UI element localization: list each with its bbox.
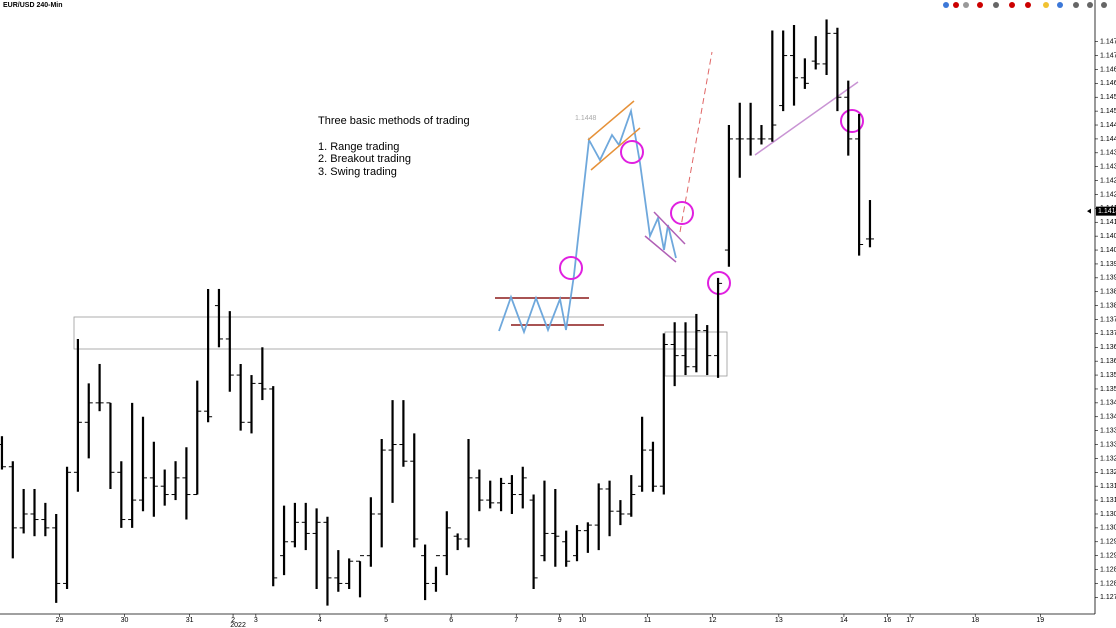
y-tick-label: 1.1355 (1100, 372, 1116, 379)
y-tick-label: 1.1290 (1100, 552, 1116, 559)
y-tick-label: 1.1350 (1100, 386, 1116, 393)
x-tick-label: 7 (514, 617, 518, 624)
tool-icon[interactable] (953, 2, 959, 8)
flag-bottom (644, 235, 677, 263)
schematic-path (498, 107, 677, 335)
x-tick-label: 11 (644, 617, 651, 624)
x-tick-label: 18 (971, 617, 979, 624)
x-tick-label: 10 (579, 617, 587, 624)
x-tick-label: 30 (121, 617, 129, 624)
last-price-box (1096, 206, 1116, 216)
y-tick-label: 1.1395 (1100, 261, 1116, 268)
y-tick-label: 1.1325 (1100, 455, 1116, 462)
tool-icon[interactable] (1087, 2, 1093, 8)
tool-icon[interactable] (1025, 2, 1031, 8)
x-tick-label: 16 (883, 617, 891, 624)
y-tick-label: 1.1370 (1100, 330, 1116, 337)
highlight-circle (840, 109, 864, 133)
x-tick-label: 29 (56, 617, 64, 624)
swing-trendline (754, 81, 859, 156)
y-tick-label: 1.1465 (1100, 66, 1116, 73)
y-tick-label: 1.1375 (1100, 316, 1116, 323)
y-tick-label: 1.1450 (1100, 108, 1116, 115)
y-tick-label: 1.1300 (1100, 525, 1116, 532)
annotation: 3. Swing trading (318, 166, 397, 178)
y-tick-label: 1.1310 (1100, 497, 1116, 504)
y-tick-label: 1.1340 (1100, 414, 1116, 421)
tool-icon[interactable] (1009, 2, 1015, 8)
annotation: Three basic methods of trading (318, 115, 470, 127)
toolbar[interactable] (943, 2, 1107, 8)
y-tick-label: 1.1380 (1100, 302, 1116, 309)
x-tick-label: 31 (186, 617, 194, 624)
x-tick-label: 5 (384, 617, 388, 624)
x-tick-label: 2 (231, 617, 235, 624)
x-tick-label: 19 (1036, 617, 1044, 624)
y-tick-label: 1.1455 (1100, 94, 1116, 101)
x-tick-label: 12 (709, 617, 717, 624)
drawings (73, 51, 864, 377)
x-tick-label: 4 (318, 617, 322, 624)
highlight-circle (670, 201, 694, 225)
marker-label: 1.1448 (575, 115, 597, 122)
last-price-arrow (1087, 208, 1091, 214)
y-tick-label: 1.1410 (1100, 219, 1116, 226)
tool-icon[interactable] (943, 2, 949, 8)
y-tick-label: 1.1295 (1100, 539, 1116, 546)
y-tick-label: 1.1385 (1100, 289, 1116, 296)
tool-icon[interactable] (977, 2, 983, 8)
highlight-circle (620, 140, 644, 164)
x-tick-label: 3 (254, 617, 258, 624)
y-tick-label: 1.1435 (1100, 150, 1116, 157)
y-tick-label: 1.1460 (1100, 80, 1116, 87)
y-tick-label: 1.1400 (1100, 247, 1116, 254)
x-tick-label: 9 (558, 617, 562, 624)
last-price-label: 1.1414 (1098, 208, 1116, 215)
y-tick-label: 1.1320 (1100, 469, 1116, 476)
y-tick-label: 1.1390 (1100, 275, 1116, 282)
highlight-circle (559, 256, 583, 280)
tool-icon[interactable] (963, 2, 969, 8)
y-tick-label: 1.1315 (1100, 483, 1116, 490)
y-tick-label: 1.1440 (1100, 136, 1116, 143)
y-tick-label: 1.1445 (1100, 122, 1116, 129)
tool-icon[interactable] (1101, 2, 1107, 8)
y-tick-label: 1.1305 (1100, 511, 1116, 518)
y-tick-label: 1.1330 (1100, 441, 1116, 448)
y-tick-label: 1.1405 (1100, 233, 1116, 240)
tool-icon[interactable] (1057, 2, 1063, 8)
y-tick-label: 1.1470 (1100, 52, 1116, 59)
y-tick-label: 1.1425 (1100, 177, 1116, 184)
y-tick-label: 1.1285 (1100, 566, 1116, 573)
channel-top (587, 100, 635, 141)
year-label: 2022 (230, 622, 246, 628)
y-tick-label: 1.1280 (1100, 580, 1116, 587)
annotation: 2. Breakout trading (318, 153, 411, 165)
y-tick-label: 1.1345 (1100, 400, 1116, 407)
flag-top (653, 211, 686, 245)
y-tick-label: 1.1335 (1100, 427, 1116, 434)
y-tick-label: 1.1475 (1100, 39, 1116, 46)
y-tick-label: 1.1275 (1100, 594, 1116, 601)
tool-icon[interactable] (1043, 2, 1049, 8)
x-tick-label: 14 (840, 617, 848, 624)
y-tick-label: 1.1360 (1100, 358, 1116, 365)
tool-icon[interactable] (1073, 2, 1079, 8)
x-tick-label: 13 (775, 617, 783, 624)
channel-bottom (590, 127, 641, 171)
x-tick-label: 6 (449, 617, 453, 624)
chart-title: EUR/USD 240-Min (3, 2, 63, 9)
annotation: 1. Range trading (318, 141, 399, 153)
x-tick-label: 17 (906, 617, 914, 624)
y-tick-label: 1.1420 (1100, 191, 1116, 198)
y-tick-label: 1.1365 (1100, 344, 1116, 351)
y-tick-label: 1.1430 (1100, 164, 1116, 171)
tool-icon[interactable] (993, 2, 999, 8)
